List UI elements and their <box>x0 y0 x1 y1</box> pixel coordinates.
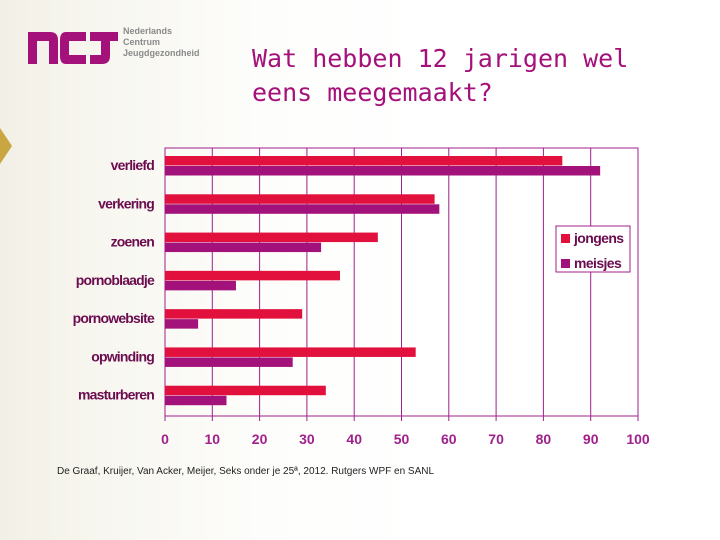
ncj-logo-mark <box>28 32 118 64</box>
bar-jongens-pornowebsite <box>165 309 303 319</box>
bar-jongens-zoenen <box>165 232 378 243</box>
x-tick-label: 80 <box>536 431 552 447</box>
bar-meisjes-zoenen <box>165 242 322 253</box>
bar-jongens-masturberen <box>165 385 326 396</box>
logo-line-3: Jeugdgezondheid <box>123 48 200 58</box>
category-label: zoenen <box>111 234 155 250</box>
bar-jongens-verkering <box>165 194 435 204</box>
title-line-2: eens meegemaakt? <box>252 78 493 107</box>
legend-swatch-jongens <box>561 234 570 243</box>
bar-meisjes-pornoblaadje <box>165 280 236 291</box>
slide-title: Wat hebben 12 jarigen wel eens meegemaak… <box>252 42 692 110</box>
slide-arrow-marker <box>0 128 12 164</box>
category-label: verkering <box>98 195 154 211</box>
bar-meisjes-masturberen <box>165 395 227 406</box>
legend-swatch-meisjes <box>561 259 570 268</box>
bar-meisjes-pornowebsite <box>165 319 199 329</box>
bar-meisjes-verliefd <box>165 166 601 176</box>
bar-jongens-opwinding <box>165 347 416 357</box>
x-tick-label: 0 <box>161 431 169 447</box>
category-label: pornoblaadje <box>76 272 155 288</box>
category-label: pornowebsite <box>73 310 155 326</box>
bar-jongens-pornoblaadje <box>165 270 341 281</box>
x-tick-label: 60 <box>441 431 457 447</box>
x-tick-label: 10 <box>205 431 221 447</box>
x-tick-label: 40 <box>346 431 362 447</box>
logo-line-2: Centrum <box>123 37 161 47</box>
category-label: masturberen <box>78 387 154 403</box>
category-label: verliefd <box>111 157 155 173</box>
title-line-1: Wat hebben 12 jarigen wel <box>252 44 629 73</box>
legend-label-jongens: jongens <box>573 230 624 246</box>
legend-label-meisjes: meisjes <box>574 255 622 271</box>
x-tick-label: 30 <box>299 431 315 447</box>
category-label: opwinding <box>91 348 154 364</box>
x-tick-label: 70 <box>488 431 504 447</box>
logo-subtitle: Nederlands Centrum Jeugdgezondheid <box>123 26 200 59</box>
bar-meisjes-opwinding <box>165 357 293 367</box>
x-tick-label: 100 <box>626 431 650 447</box>
bar-jongens-verliefd <box>165 156 563 166</box>
x-tick-label: 50 <box>394 431 410 447</box>
logo-line-1: Nederlands <box>123 26 173 36</box>
x-tick-label: 20 <box>252 431 268 447</box>
x-tick-label: 90 <box>583 431 599 447</box>
bar-meisjes-verkering <box>165 204 440 214</box>
source-citation: De Graaf, Kruijer, Van Acker, Meijer, Se… <box>57 466 435 477</box>
ncj-logo <box>28 26 120 74</box>
